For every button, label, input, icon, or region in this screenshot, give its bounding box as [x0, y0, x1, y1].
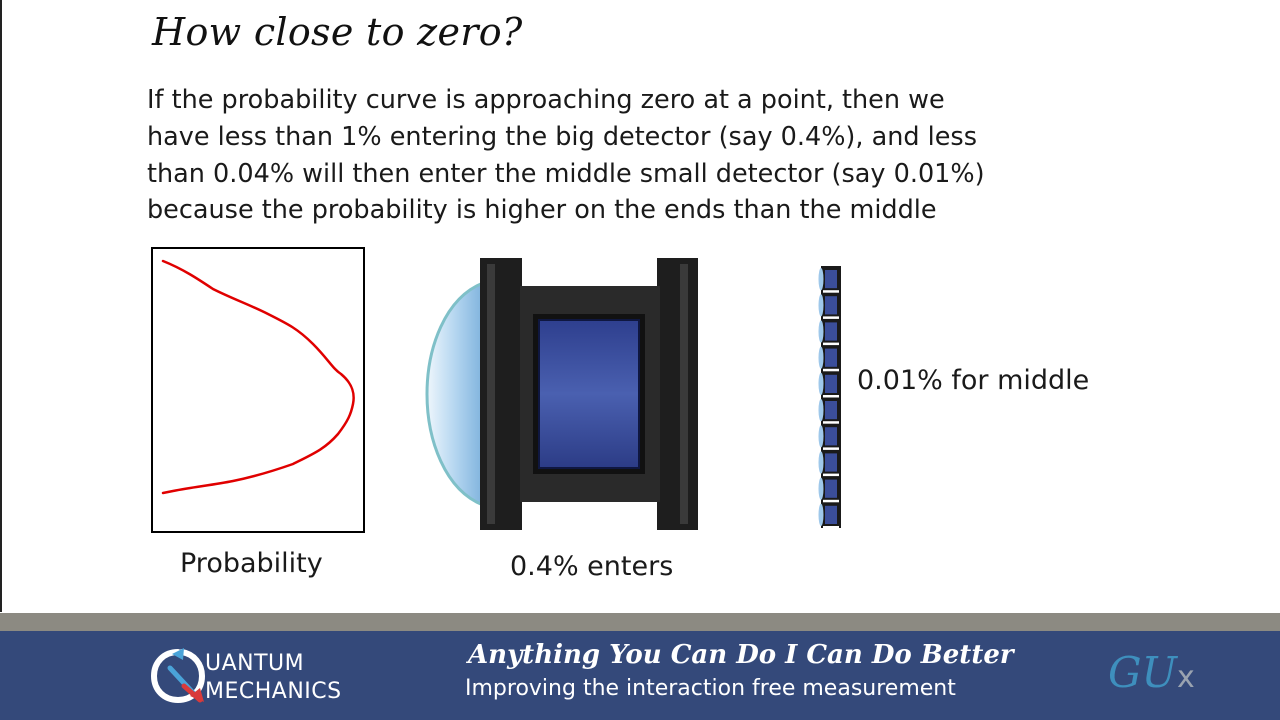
- footer-bar: [0, 631, 1280, 720]
- body-line: If the probability curve is approaching …: [147, 85, 945, 115]
- small-detector-separator: [823, 447, 839, 450]
- middle-detector-label: 0.01% for middle: [857, 365, 1090, 396]
- small-detector-cell: [825, 401, 837, 420]
- small-detector-cell: [825, 453, 837, 472]
- small-detector-icon: [818, 266, 841, 528]
- probability-curve: [161, 259, 355, 495]
- quantum-mechanics-wordmark: UANTUM MECHANICS: [205, 650, 342, 706]
- small-detector-cell: [825, 505, 837, 524]
- probability-curve-box: [151, 247, 365, 533]
- small-detector-cell: [825, 374, 837, 393]
- small-detector-lens: [818, 399, 824, 422]
- small-detector-lens: [818, 477, 824, 500]
- small-detector-cell: [825, 427, 837, 446]
- small-detector-separator: [823, 342, 839, 346]
- gux-logo-main: GU: [1108, 648, 1177, 697]
- gux-logo: GUx: [1108, 648, 1195, 697]
- small-detector-lens: [818, 346, 824, 369]
- small-detector-separator: [823, 316, 839, 319]
- course-title: Anything You Can Do I Can Do Better: [468, 640, 1014, 670]
- small-detector-cell: [825, 296, 837, 315]
- small-detector-separator: [823, 421, 839, 424]
- small-detector-separator: [823, 526, 839, 528]
- body-line: than 0.04% will then enter the middle sm…: [147, 158, 985, 189]
- small-detector-cell: [825, 322, 837, 341]
- footer-band: [0, 613, 1280, 631]
- small-detector-separator: [823, 499, 839, 503]
- logo-line-1: UANTUM: [205, 651, 305, 676]
- small-detector-separator: [823, 473, 839, 477]
- small-detector-lens: [818, 372, 824, 395]
- small-detector-cell: [825, 270, 837, 289]
- small-detector-lens: [818, 268, 824, 291]
- small-detector-lens: [818, 503, 824, 526]
- small-detector-separator: [823, 395, 839, 398]
- small-detector-cell: [825, 348, 837, 367]
- small-detector-cell: [825, 479, 837, 498]
- quantum-mechanics-logo-icon: [150, 648, 206, 704]
- probability-curve-graphic: [161, 259, 355, 495]
- course-subtitle: Improving the interaction free measureme…: [465, 676, 956, 701]
- logo-line-2: MECHANICS: [205, 679, 342, 704]
- small-detector-separator: [823, 368, 839, 372]
- small-detector-lens: [818, 320, 824, 343]
- small-detector-lens: [818, 294, 824, 317]
- big-detector-label: 0.4% enters: [510, 551, 674, 582]
- small-detector-lens: [818, 425, 824, 448]
- probability-label: Probability: [180, 548, 323, 579]
- small-detector-lens: [818, 451, 824, 474]
- slide-left-border: [0, 0, 2, 612]
- small-detector-separator: [823, 290, 839, 293]
- body-line: because the probability is higher on the…: [147, 195, 937, 226]
- slide-title: How close to zero?: [152, 10, 523, 54]
- body-line: have less than 1% entering the big detec…: [147, 121, 978, 152]
- slide-body: If the probability curve is approaching …: [147, 82, 1107, 229]
- big-detector-icon: [425, 258, 698, 530]
- gux-logo-x: x: [1176, 660, 1195, 695]
